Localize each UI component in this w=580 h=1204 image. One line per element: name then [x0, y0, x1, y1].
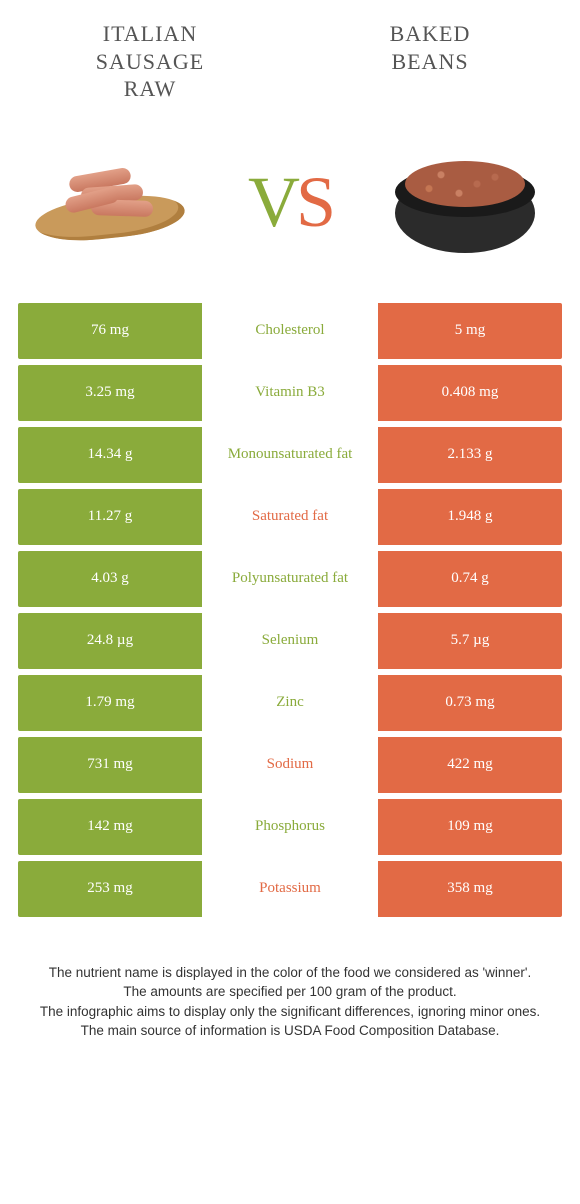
- right-value-cell: 422 mg: [378, 737, 562, 793]
- sausage-image: [30, 143, 200, 263]
- right-value-cell: 5.7 µg: [378, 613, 562, 669]
- left-value-cell: 142 mg: [18, 799, 202, 855]
- left-value-cell: 11.27 g: [18, 489, 202, 545]
- left-value-cell: 24.8 µg: [18, 613, 202, 669]
- nutrient-label: Saturated fat: [202, 489, 378, 545]
- table-row: 1.79 mgZinc0.73 mg: [18, 675, 562, 731]
- left-value-cell: 3.25 mg: [18, 365, 202, 421]
- table-row: 76 mgCholesterol5 mg: [18, 303, 562, 359]
- footer-line: The amounts are specified per 100 gram o…: [30, 982, 550, 1002]
- footer-line: The nutrient name is displayed in the co…: [30, 963, 550, 983]
- title-text: Italian: [103, 21, 197, 46]
- left-value-cell: 731 mg: [18, 737, 202, 793]
- comparison-table: 76 mgCholesterol5 mg 3.25 mgVitamin B30.4…: [0, 303, 580, 917]
- right-value-cell: 0.73 mg: [378, 675, 562, 731]
- table-row: 3.25 mgVitamin B30.408 mg: [18, 365, 562, 421]
- footer-notes: The nutrient name is displayed in the co…: [0, 923, 580, 1041]
- right-value-cell: 2.133 g: [378, 427, 562, 483]
- right-value-cell: 1.948 g: [378, 489, 562, 545]
- title-text: raw: [124, 76, 177, 101]
- nutrient-label: Cholesterol: [202, 303, 378, 359]
- right-value-cell: 0.74 g: [378, 551, 562, 607]
- title-text: sausage: [96, 49, 204, 74]
- nutrient-label: Sodium: [202, 737, 378, 793]
- right-value-cell: 0.408 mg: [378, 365, 562, 421]
- vs-v: V: [248, 162, 296, 242]
- table-row: 14.34 gMonounsaturated fat2.133 g: [18, 427, 562, 483]
- hero-row: VS: [0, 113, 580, 303]
- table-row: 24.8 µgSelenium5.7 µg: [18, 613, 562, 669]
- table-row: 4.03 gPolyunsaturated fat0.74 g: [18, 551, 562, 607]
- right-food-title: Baked beans: [330, 20, 530, 103]
- footer-line: The main source of information is USDA F…: [30, 1021, 550, 1041]
- right-value-cell: 5 mg: [378, 303, 562, 359]
- left-value-cell: 1.79 mg: [18, 675, 202, 731]
- table-row: 731 mgSodium422 mg: [18, 737, 562, 793]
- vs-label: VS: [248, 161, 332, 244]
- nutrient-label: Potassium: [202, 861, 378, 917]
- nutrient-label: Polyunsaturated fat: [202, 551, 378, 607]
- header: Italian sausage raw Baked beans: [0, 0, 580, 113]
- vs-s: S: [296, 162, 332, 242]
- nutrient-label: Monounsaturated fat: [202, 427, 378, 483]
- left-food-title: Italian sausage raw: [50, 20, 250, 103]
- nutrient-label: Zinc: [202, 675, 378, 731]
- left-value-cell: 76 mg: [18, 303, 202, 359]
- beans-image: [380, 143, 550, 263]
- right-value-cell: 358 mg: [378, 861, 562, 917]
- left-value-cell: 14.34 g: [18, 427, 202, 483]
- nutrient-label: Vitamin B3: [202, 365, 378, 421]
- title-text: beans: [391, 49, 468, 74]
- table-row: 142 mgPhosphorus109 mg: [18, 799, 562, 855]
- right-value-cell: 109 mg: [378, 799, 562, 855]
- left-value-cell: 4.03 g: [18, 551, 202, 607]
- title-text: Baked: [390, 21, 471, 46]
- table-row: 253 mgPotassium358 mg: [18, 861, 562, 917]
- table-row: 11.27 gSaturated fat1.948 g: [18, 489, 562, 545]
- left-value-cell: 253 mg: [18, 861, 202, 917]
- nutrient-label: Selenium: [202, 613, 378, 669]
- nutrient-label: Phosphorus: [202, 799, 378, 855]
- footer-line: The infographic aims to display only the…: [30, 1002, 550, 1022]
